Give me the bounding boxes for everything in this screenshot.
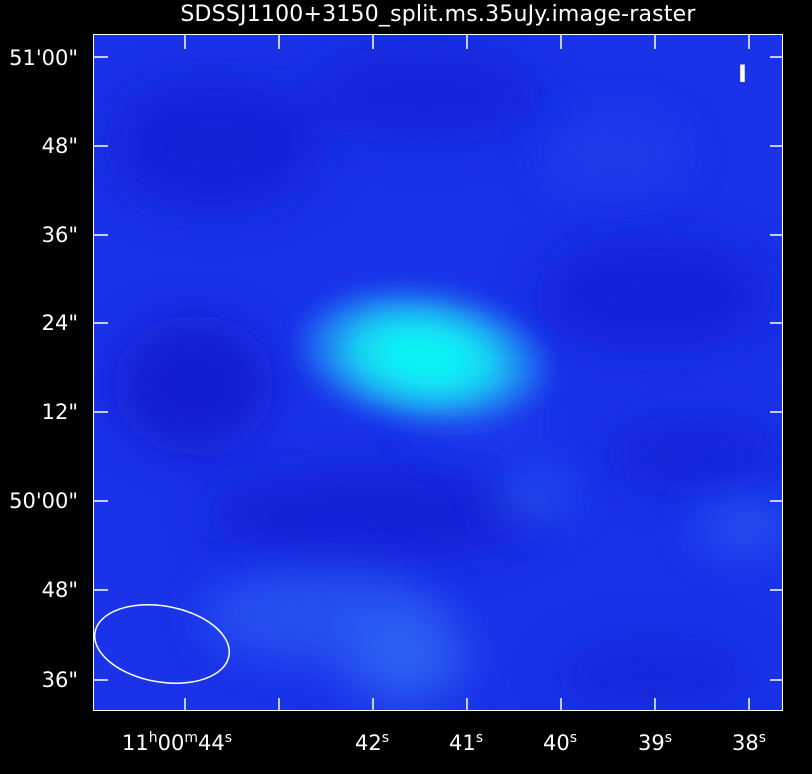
y-tick-marks (94, 56, 782, 681)
image-title: SDSSJ1100+3150_split.ms.35uJy.image-rast… (180, 2, 696, 27)
x-tick-label: 40s (543, 730, 578, 755)
x-tick-label: 11h00m44s (122, 730, 233, 755)
y-tick-label: 48" (41, 578, 78, 602)
x-tick-label: 38s (732, 730, 767, 755)
y-tick-label: 51'00" (9, 46, 78, 70)
x-tick-label: 39s (638, 730, 673, 755)
x-tick-marks (184, 35, 750, 710)
y-tick-label: 36" (41, 668, 78, 692)
x-tick-label: 41s (449, 730, 484, 755)
raster-image-panel[interactable] (93, 34, 783, 711)
stokes-label: I (738, 60, 747, 88)
y-tick-label: 48" (41, 134, 78, 158)
raster-svg (94, 35, 782, 710)
y-tick-label: 24" (41, 311, 78, 335)
y-tick-label: 12" (41, 400, 78, 424)
beam-ellipse-icon (94, 604, 231, 684)
y-tick-label: 36" (41, 223, 78, 247)
x-tick-label: 42s (355, 730, 390, 755)
y-tick-label: 50'00" (9, 489, 78, 513)
